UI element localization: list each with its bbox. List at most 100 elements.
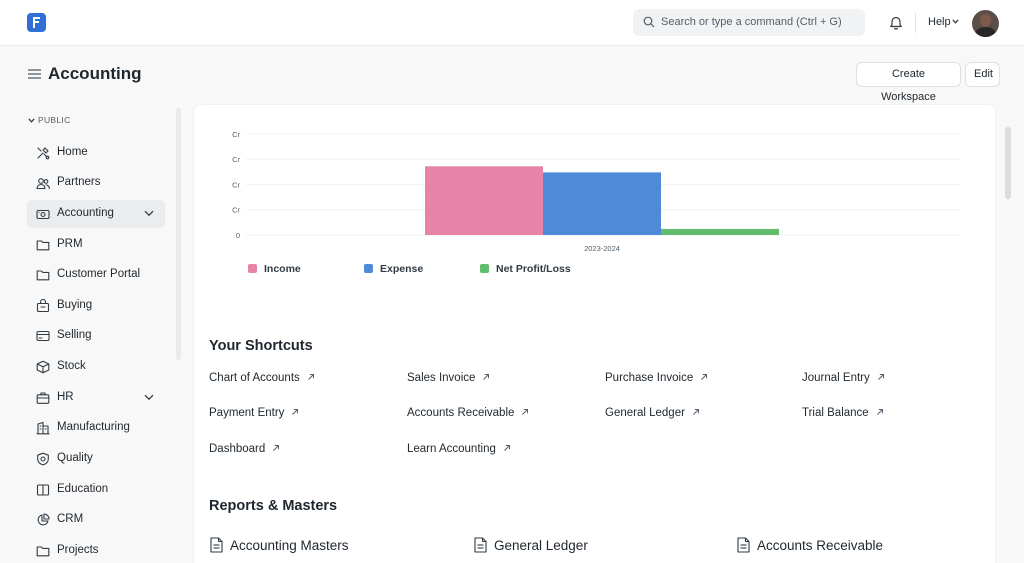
sidebar-item-label: Customer Portal (57, 268, 141, 280)
shortcut-sales-invoice[interactable]: Sales Invoice (407, 372, 490, 384)
folder-icon (36, 546, 50, 557)
shortcuts-title: Your Shortcuts (209, 338, 313, 354)
sidebar-item-education[interactable]: Education (27, 476, 165, 504)
shield-icon (37, 452, 49, 466)
legend-item-income: Income (248, 263, 301, 275)
shortcut-purchase-invoice[interactable]: Purchase Invoice (605, 372, 708, 384)
sidebar-item-home[interactable]: Home (27, 139, 165, 167)
shortcut-trial-balance[interactable]: Trial Balance (802, 407, 884, 419)
shortcut-learn-accounting[interactable]: Learn Accounting (407, 443, 511, 455)
box-icon (36, 360, 50, 374)
shortcut-label: Dashboard (209, 443, 266, 455)
report-card-accounts-receivable[interactable]: Accounts Receivable (736, 536, 936, 556)
building-icon (36, 421, 50, 435)
card-icon (36, 330, 50, 342)
sidebar-item-customer-portal[interactable]: Customer Portal (27, 261, 165, 289)
shortcut-label: General Ledger (605, 407, 685, 419)
reports-masters-title: Reports & Masters (209, 498, 338, 514)
shortcut-label: Trial Balance (802, 407, 869, 419)
report-card-accounting-masters[interactable]: Accounting Masters (209, 536, 409, 556)
shortcut-accounts-receivable[interactable]: Accounts Receivable (407, 407, 529, 419)
shortcut-label: Payment Entry (209, 407, 285, 419)
arrow-up-right-icon (701, 374, 708, 380)
sidebar-item-label: Education (57, 483, 109, 495)
crm-icon (37, 513, 50, 526)
book-icon (36, 484, 50, 496)
legend-label: Net Profit/Loss (496, 263, 571, 275)
report-card-label: Accounting Masters (230, 538, 349, 553)
navbar-divider (915, 13, 916, 33)
help-menu[interactable]: Help (928, 16, 951, 28)
shopping-bag-icon (36, 299, 50, 313)
user-avatar[interactable] (972, 10, 999, 37)
tools-icon (37, 147, 50, 160)
chevron-down-icon[interactable] (144, 210, 154, 217)
sidebar-section-header[interactable]: PUBLIC (28, 115, 71, 125)
sidebar-item-manufacturing[interactable]: Manufacturing (27, 414, 165, 442)
top-navbar: Search or type a command (Ctrl + G) Help (0, 0, 1024, 46)
shortcut-dashboard[interactable]: Dashboard (209, 443, 280, 455)
y-tick-label: 0 (236, 231, 240, 240)
shortcut-chart-of-accounts[interactable]: Chart of Accounts (209, 372, 315, 384)
create-workspace-button[interactable]: Create Workspace (856, 62, 961, 103)
sidebar-item-projects[interactable]: Projects (27, 537, 165, 563)
shortcut-journal-entry[interactable]: Journal Entry (802, 372, 885, 384)
y-tick-label: Cr (232, 130, 240, 139)
sidebar-item-buying[interactable]: Buying (27, 292, 165, 320)
sidebar-scrollbar[interactable] (176, 108, 181, 360)
chevron-down-icon (28, 118, 35, 123)
sidebar-item-hr[interactable]: HR (27, 384, 165, 412)
arrow-up-right-icon (693, 409, 699, 415)
sidebar-toggle-icon[interactable] (28, 69, 41, 79)
money-icon (36, 209, 50, 220)
chevron-down-icon[interactable] (952, 19, 959, 24)
legend-swatch (364, 264, 373, 273)
sidebar-item-label: Stock (57, 360, 86, 372)
logo-icon (33, 17, 40, 28)
sidebar-item-stock[interactable]: Stock (27, 353, 165, 381)
legend-swatch (248, 264, 257, 273)
app-logo[interactable] (27, 13, 46, 32)
search-bar[interactable]: Search or type a command (Ctrl + G) (633, 9, 865, 36)
legend-label: Expense (380, 263, 424, 275)
sidebar-item-selling[interactable]: Selling (27, 322, 165, 350)
profit-loss-chart: 0 Cr Cr Cr Cr 2023-2024 (232, 130, 960, 253)
briefcase-icon (36, 392, 50, 404)
chevron-down-icon[interactable] (144, 394, 154, 401)
shortcut-label: Learn Accounting (407, 443, 496, 455)
sidebar-item-crm[interactable]: CRM (27, 506, 165, 534)
sidebar-item-label: HR (57, 391, 74, 403)
shortcut-label: Sales Invoice (407, 372, 476, 384)
arrow-up-right-icon (877, 374, 884, 380)
sidebar-item-quality[interactable]: Quality (27, 445, 165, 473)
arrow-up-right-icon (876, 409, 883, 415)
sidebar-item-label: Partners (57, 176, 101, 188)
edit-button[interactable]: Edit (965, 62, 1000, 87)
legend-label: Income (264, 263, 301, 275)
legend-swatch (480, 264, 489, 273)
arrow-up-right-icon (292, 409, 299, 415)
sidebar-item-label: Manufacturing (57, 421, 130, 433)
sidebar-item-prm[interactable]: PRM (27, 231, 165, 259)
arrow-up-right-icon (483, 374, 490, 380)
arrow-up-right-icon (522, 409, 529, 415)
bar-expense (543, 172, 661, 235)
page-title: Accounting (48, 64, 142, 83)
sidebar-item-accounting[interactable]: Accounting (27, 200, 165, 228)
notification-bell-icon[interactable] (889, 15, 903, 30)
y-tick-label: Cr (232, 206, 240, 215)
report-card-label: Accounts Receivable (757, 538, 884, 553)
main-scrollbar[interactable] (1005, 127, 1011, 199)
search-icon (643, 16, 655, 28)
arrow-up-right-icon (273, 445, 280, 451)
shortcut-label: Chart of Accounts (209, 372, 300, 384)
shortcut-general-ledger[interactable]: General Ledger (605, 407, 700, 419)
sidebar-item-label: PRM (57, 238, 83, 250)
arrow-up-right-icon (504, 445, 510, 451)
arrow-up-right-icon (307, 374, 314, 380)
report-card-general-ledger[interactable]: General Ledger (473, 536, 673, 556)
legend-item-expense: Expense (364, 263, 423, 275)
sidebar-item-partners[interactable]: Partners (27, 169, 165, 197)
shortcut-label: Journal Entry (802, 372, 870, 384)
shortcut-payment-entry[interactable]: Payment Entry (209, 407, 299, 419)
